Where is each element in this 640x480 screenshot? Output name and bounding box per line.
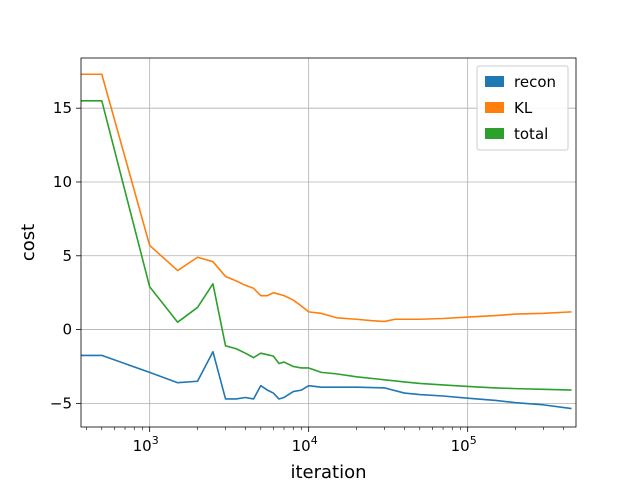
y-tick-label: −5 <box>50 394 72 412</box>
y-tick-label: 10 <box>53 173 72 191</box>
x-tick-label: 103 <box>133 434 159 455</box>
legend-label-kl: KL <box>514 99 533 117</box>
grid-lines <box>81 58 576 427</box>
y-tick-label: 0 <box>62 321 72 339</box>
legend-swatch-kl <box>485 102 504 113</box>
x-axis-label: iteration <box>290 462 366 480</box>
legend-swatch-total <box>485 128 504 139</box>
x-tick-label: 104 <box>292 434 318 455</box>
y-axis-label: cost <box>18 224 39 261</box>
plot-area-frame <box>80 57 577 428</box>
axis-ticks: 103 104 105 −5 0 5 10 15 <box>50 99 564 455</box>
legend-label-recon: recon <box>514 73 556 91</box>
legend: recon KL total <box>476 65 569 151</box>
series-lines <box>81 73 572 410</box>
y-tick-label: 15 <box>53 99 72 117</box>
legend-swatch-recon <box>485 76 504 87</box>
series-line-recon <box>81 350 572 410</box>
series-line-kl <box>81 73 572 323</box>
x-tick-label: 105 <box>451 434 477 455</box>
legend-label-total: total <box>514 125 548 143</box>
y-tick-label: 5 <box>62 247 72 265</box>
series-line-total <box>81 100 572 391</box>
